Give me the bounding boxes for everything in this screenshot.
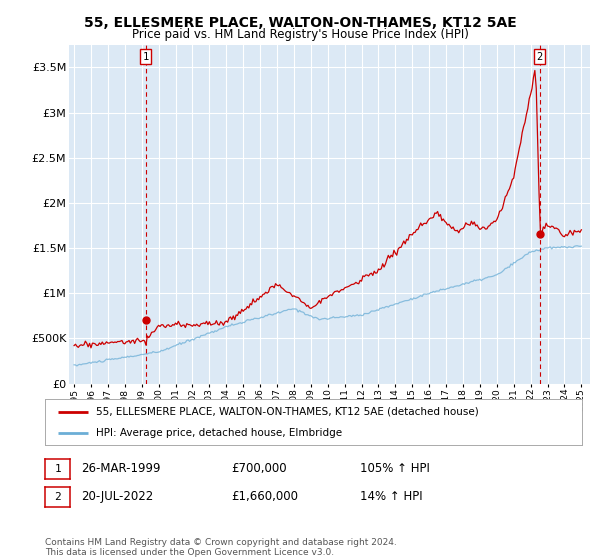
Text: £1,660,000: £1,660,000 [231,490,298,503]
Text: 55, ELLESMERE PLACE, WALTON-ON-THAMES, KT12 5AE (detached house): 55, ELLESMERE PLACE, WALTON-ON-THAMES, K… [96,407,479,417]
Text: 14% ↑ HPI: 14% ↑ HPI [360,490,422,503]
Text: 1: 1 [54,464,61,474]
Text: 20-JUL-2022: 20-JUL-2022 [81,490,153,503]
Text: Price paid vs. HM Land Registry's House Price Index (HPI): Price paid vs. HM Land Registry's House … [131,28,469,41]
Text: 105% ↑ HPI: 105% ↑ HPI [360,462,430,475]
Text: 2: 2 [54,492,61,502]
Text: 2: 2 [536,52,543,62]
Text: 1: 1 [142,52,149,62]
Text: Contains HM Land Registry data © Crown copyright and database right 2024.
This d: Contains HM Land Registry data © Crown c… [45,538,397,557]
Text: HPI: Average price, detached house, Elmbridge: HPI: Average price, detached house, Elmb… [96,428,342,438]
Text: 55, ELLESMERE PLACE, WALTON-ON-THAMES, KT12 5AE: 55, ELLESMERE PLACE, WALTON-ON-THAMES, K… [83,16,517,30]
Text: 26-MAR-1999: 26-MAR-1999 [81,462,161,475]
Text: £700,000: £700,000 [231,462,287,475]
